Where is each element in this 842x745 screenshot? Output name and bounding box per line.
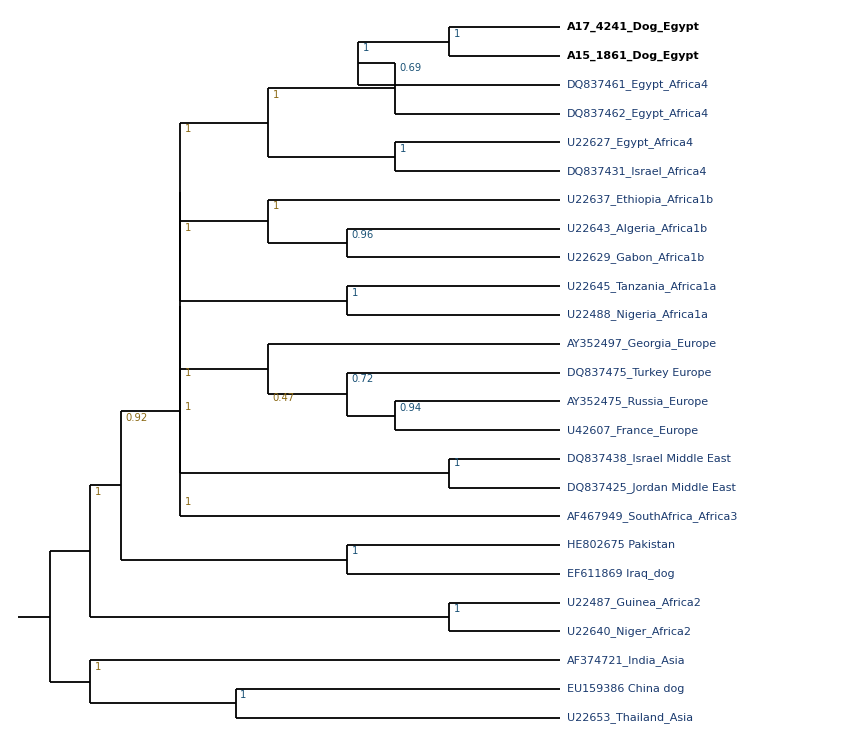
Text: 1: 1 — [351, 547, 358, 557]
Text: 1: 1 — [184, 368, 191, 378]
Text: U22643_Algeria_Africa1b: U22643_Algeria_Africa1b — [568, 224, 707, 234]
Text: EU159386 China dog: EU159386 China dog — [568, 684, 685, 694]
Text: 0.72: 0.72 — [351, 374, 374, 384]
Text: U22653_Thailand_Asia: U22653_Thailand_Asia — [568, 712, 694, 723]
Text: 1: 1 — [454, 604, 460, 614]
Text: 1: 1 — [454, 458, 460, 468]
Text: 1: 1 — [184, 497, 191, 507]
Text: U42607_France_Europe: U42607_France_Europe — [568, 425, 699, 436]
Text: 1: 1 — [240, 691, 247, 700]
Text: A15_1861_Dog_Egypt: A15_1861_Dog_Egypt — [568, 51, 700, 61]
Text: 1: 1 — [400, 144, 406, 153]
Text: 1: 1 — [363, 43, 369, 53]
Text: DQ837431_Israel_Africa4: DQ837431_Israel_Africa4 — [568, 165, 708, 177]
Text: 0.96: 0.96 — [351, 230, 374, 240]
Text: 1: 1 — [95, 486, 101, 497]
Text: 1: 1 — [184, 223, 191, 232]
Text: 0.92: 0.92 — [125, 413, 147, 422]
Text: 1: 1 — [184, 402, 191, 412]
Text: AY352497_Georgia_Europe: AY352497_Georgia_Europe — [568, 338, 717, 349]
Text: A17_4241_Dog_Egypt: A17_4241_Dog_Egypt — [568, 22, 701, 32]
Text: U22487_Guinea_Africa2: U22487_Guinea_Africa2 — [568, 597, 701, 608]
Text: 0.94: 0.94 — [400, 402, 422, 413]
Text: 1: 1 — [95, 662, 101, 671]
Text: DQ837462_Egypt_Africa4: DQ837462_Egypt_Africa4 — [568, 108, 710, 119]
Text: U22627_Egypt_Africa4: U22627_Egypt_Africa4 — [568, 137, 694, 148]
Text: 1: 1 — [351, 288, 358, 297]
Text: AY352475_Russia_Europe: AY352475_Russia_Europe — [568, 396, 710, 407]
Text: 1: 1 — [454, 28, 460, 39]
Text: 1: 1 — [273, 89, 280, 100]
Text: AF467949_SouthAfrica_Africa3: AF467949_SouthAfrica_Africa3 — [568, 511, 738, 522]
Text: DQ837475_Turkey Europe: DQ837475_Turkey Europe — [568, 367, 711, 378]
Text: DQ837438_Israel Middle East: DQ837438_Israel Middle East — [568, 454, 731, 464]
Text: DQ837425_Jordan Middle East: DQ837425_Jordan Middle East — [568, 482, 736, 493]
Text: 1: 1 — [273, 201, 280, 211]
Text: EF611869 Iraq_dog: EF611869 Iraq_dog — [568, 568, 675, 580]
Text: U22637_Ethiopia_Africa1b: U22637_Ethiopia_Africa1b — [568, 194, 713, 206]
Text: U22488_Nigeria_Africa1a: U22488_Nigeria_Africa1a — [568, 309, 708, 320]
Text: AF374721_India_Asia: AF374721_India_Asia — [568, 655, 686, 666]
Text: HE802675 Pakistan: HE802675 Pakistan — [568, 540, 675, 550]
Text: 0.47: 0.47 — [273, 393, 295, 402]
Text: U22629_Gabon_Africa1b: U22629_Gabon_Africa1b — [568, 252, 705, 263]
Text: 1: 1 — [184, 124, 191, 134]
Text: U22645_Tanzania_Africa1a: U22645_Tanzania_Africa1a — [568, 281, 717, 291]
Text: 0.69: 0.69 — [400, 63, 422, 73]
Text: U22640_Niger_Africa2: U22640_Niger_Africa2 — [568, 626, 691, 637]
Text: DQ837461_Egypt_Africa4: DQ837461_Egypt_Africa4 — [568, 79, 710, 90]
